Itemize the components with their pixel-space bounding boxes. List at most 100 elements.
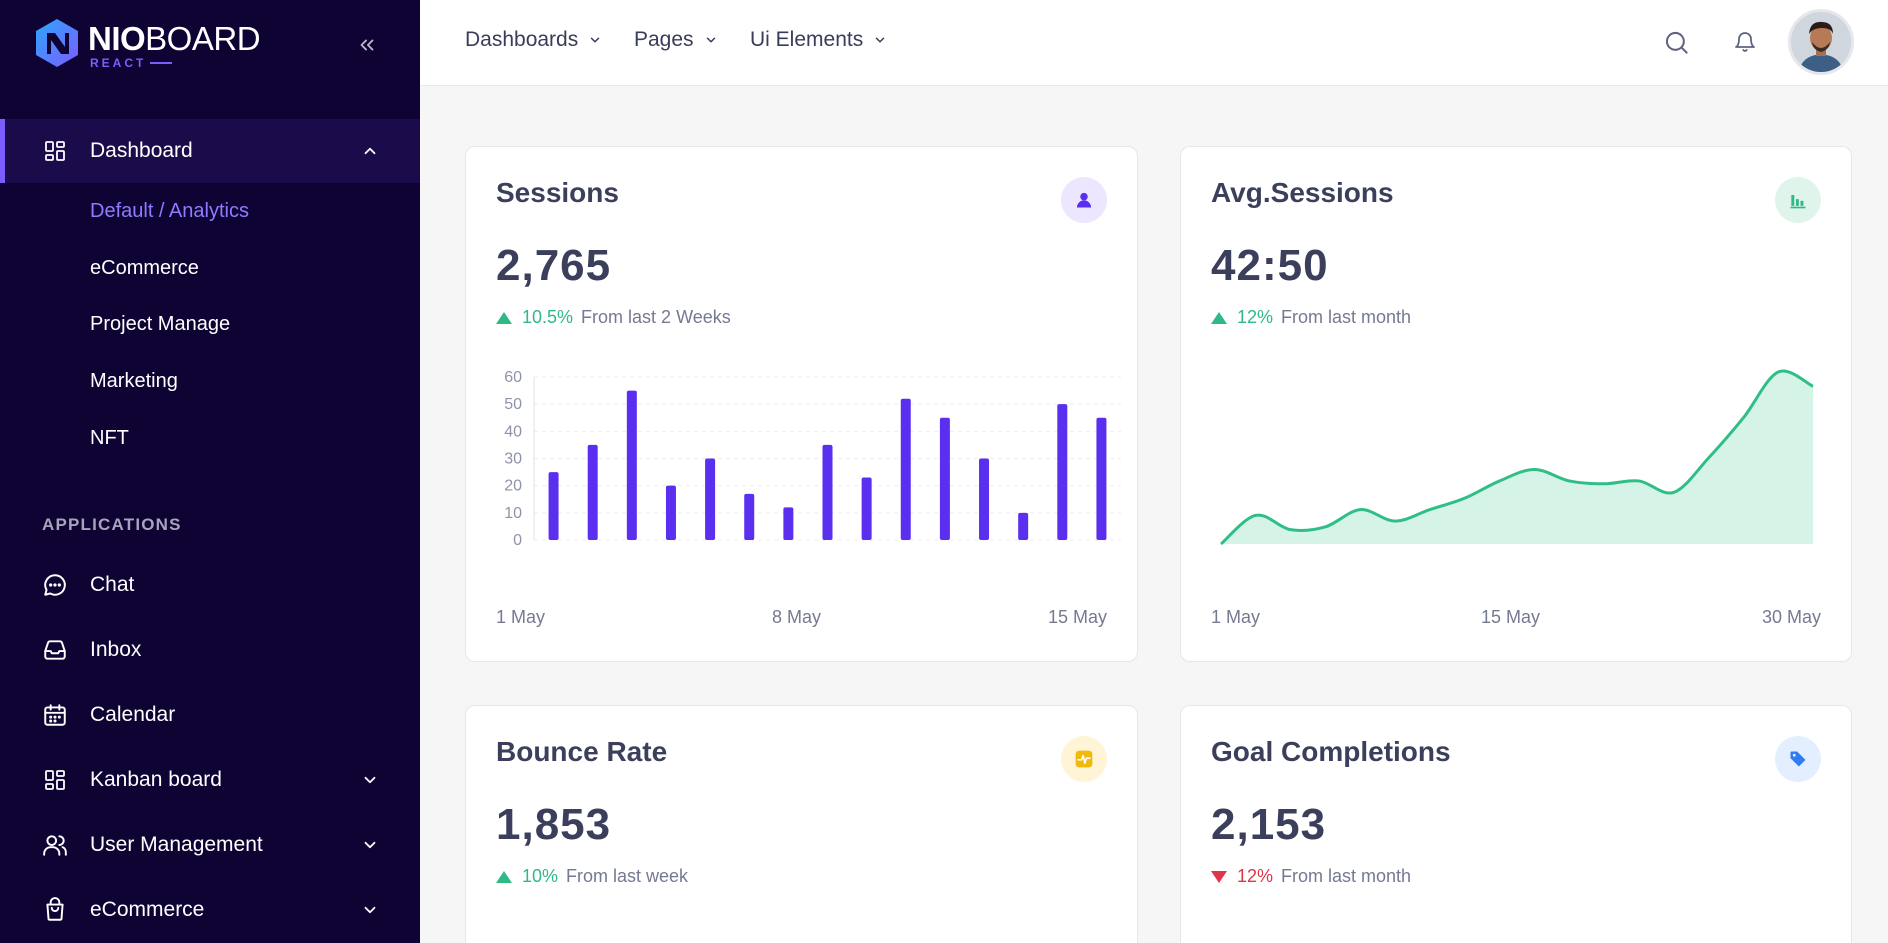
topbar: Dashboards Pages Ui Elements [420,0,1888,86]
change-note: From last 2 Weeks [581,307,731,327]
card-change: 10.5% From last 2 Weeks [496,307,731,328]
brand-name-rest: BOARD [145,20,261,57]
chat-icon [42,572,68,598]
brand-sub-line [150,62,173,64]
x-axis-label: 15 May [1047,607,1107,627]
card-change: 12% From last month [1211,866,1411,887]
change-note: From last month [1281,866,1412,886]
sidebar-subitem-default-analytics[interactable]: Default / Analytics [90,200,249,222]
kanban-icon [42,767,68,793]
change-note: From last week [566,866,689,886]
sidebar-subitem-ecommerce[interactable]: eCommerce [90,257,199,279]
shopping-bag-icon [42,897,68,923]
tag-icon [1790,751,1806,767]
area-fill [1221,371,1813,544]
chevron-down-icon [875,37,885,43]
bar [626,390,637,540]
triangle-up-icon [1211,311,1227,324]
card-title: Bounce Rate [496,736,668,767]
sidebar-item-kanban-board[interactable]: Kanban board [0,748,420,812]
area-line [1219,369,1814,546]
brand-logo[interactable]: NIOBOARD REACT [34,18,261,74]
dashboard-grid-icon [42,138,68,164]
search-icon [1665,31,1688,54]
chevron-down-icon [360,835,380,855]
y-tick-label: 10 [504,505,522,522]
bar [939,417,950,540]
triangle-up-icon [496,870,512,883]
user-icon [1076,192,1092,208]
menu-dashboards[interactable]: Dashboards [465,28,602,52]
triangle-down-icon [1211,870,1227,883]
sessions-bar-chart: 0 10 20 30 40 50 60 [504,369,1121,549]
menu-label: Dashboards [465,28,579,51]
x-axis-label: 8 May [772,607,822,627]
sidebar-subitem-nft[interactable]: NFT [90,427,129,449]
avatar-icon [1791,12,1851,72]
x-axis-label: 30 May [1761,607,1821,627]
bell-icon [1735,32,1755,52]
change-percent: 10% [522,866,559,886]
card-sessions: Sessions 2,765 10.5% From last 2 Weeks 0… [465,146,1138,662]
chevron-down-icon [706,37,715,43]
card-title: Avg.Sessions [1211,177,1394,208]
card-badge [1061,736,1107,782]
change-percent: 10.5% [522,307,574,327]
sidebar-item-label: Inbox [90,638,142,661]
card-badge [1775,736,1821,782]
menu-pages[interactable]: Pages [634,28,718,52]
bar [1057,404,1068,540]
card-bounce-rate: Bounce Rate 1,853 10% From last week [465,705,1138,943]
bar [861,477,872,540]
bar [1096,417,1107,540]
sidebar-item-chat[interactable]: Chat [0,553,420,617]
brand-sub: REACT [90,56,147,70]
inbox-icon [42,637,68,663]
y-tick-label: 30 [504,451,522,468]
change-percent: 12% [1237,307,1274,327]
bar [979,458,990,540]
triangle-up-icon [496,311,512,324]
x-axis-label: 1 May [496,607,546,627]
menu-ui-elements[interactable]: Ui Elements [750,28,887,52]
collapse-sidebar-button[interactable] [352,30,382,60]
bar [548,472,559,540]
notifications-button[interactable] [1729,26,1761,58]
card-title: Sessions [496,177,619,208]
card-avg-sessions: Avg.Sessions 42:50 12% From last month 1… [1180,146,1852,662]
bar [783,507,794,540]
sidebar-item-ecommerce[interactable]: eCommerce [0,878,420,942]
y-tick-label: 60 [504,369,522,386]
card-badge [1775,177,1821,223]
card-badge [1061,177,1107,223]
y-tick-label: 20 [504,478,522,495]
chevron-up-icon [360,141,380,161]
bar [587,444,598,540]
search-button[interactable] [1660,26,1692,58]
user-avatar[interactable] [1788,9,1854,75]
sidebar-item-label: Chat [90,573,135,596]
bar [822,444,833,540]
sidebar-subitem-marketing[interactable]: Marketing [90,370,178,392]
sidebar-item-calendar[interactable]: Calendar [0,683,420,747]
bar [744,493,755,540]
x-axis-label: 15 May [1481,607,1541,627]
activity-icon [1075,750,1093,768]
sidebar-item-label: Kanban board [90,768,222,791]
chevron-down-icon [360,900,380,920]
sidebar-item-dashboard[interactable]: Dashboard [0,119,420,183]
sidebar-item-user-management[interactable]: User Management [0,813,420,877]
sidebar-item-label: Calendar [90,703,176,726]
chevron-down-icon [590,37,600,43]
calendar-icon [42,702,68,728]
sidebar-item-inbox[interactable]: Inbox [0,618,420,682]
sidebar-subitem-project-manage[interactable]: Project Manage [90,313,231,335]
bar-chart-icon [1790,195,1806,209]
menu-label: Ui Elements [750,28,864,51]
nioboard-logo-icon [36,19,78,67]
x-axis-label: 1 May [1211,607,1261,627]
card-goal-completions: Goal Completions 2,153 12% From last mon… [1180,705,1852,943]
card-title: Goal Completions [1211,736,1451,767]
bar [1018,512,1029,540]
chevron-down-icon [360,770,380,790]
